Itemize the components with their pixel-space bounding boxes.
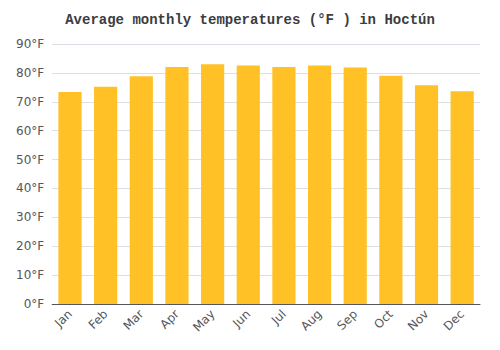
svg-text:0°F: 0°F: [24, 297, 45, 311]
svg-text:Average monthly temperatures (: Average monthly temperatures (°F ) in Ho…: [65, 12, 435, 28]
svg-text:40°F: 40°F: [16, 181, 44, 195]
svg-text:May: May: [190, 307, 217, 334]
svg-text:50°F: 50°F: [16, 153, 44, 167]
svg-text:Apr: Apr: [157, 307, 182, 332]
svg-text:10°F: 10°F: [16, 268, 44, 282]
svg-text:Sep: Sep: [334, 307, 360, 333]
svg-text:90°F: 90°F: [16, 37, 44, 51]
svg-text:Jul: Jul: [268, 307, 289, 328]
svg-text:30°F: 30°F: [16, 210, 44, 224]
svg-text:Oct: Oct: [371, 307, 396, 332]
svg-text:20°F: 20°F: [16, 239, 44, 253]
svg-text:Jun: Jun: [229, 307, 253, 331]
svg-text:Feb: Feb: [86, 307, 111, 332]
svg-text:Nov: Nov: [405, 307, 431, 333]
svg-text:Aug: Aug: [298, 307, 324, 333]
svg-text:80°F: 80°F: [16, 66, 44, 80]
svg-text:Dec: Dec: [441, 307, 467, 333]
svg-text:70°F: 70°F: [16, 95, 44, 109]
svg-text:Jan: Jan: [51, 307, 75, 331]
svg-text:60°F: 60°F: [16, 124, 44, 138]
svg-text:Mar: Mar: [120, 307, 146, 333]
